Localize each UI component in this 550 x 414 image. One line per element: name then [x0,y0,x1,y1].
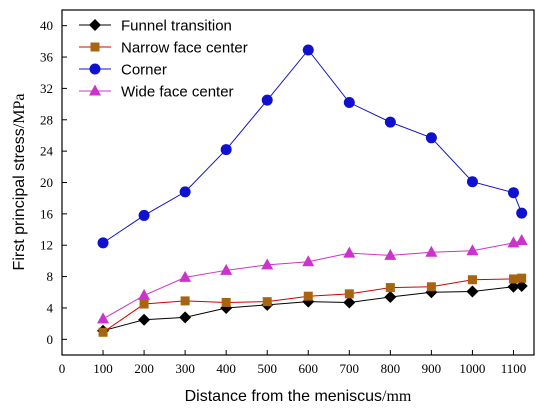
data-point [138,288,151,300]
data-point [180,296,190,306]
data-point [97,312,110,324]
y-tick-label: 20 [40,175,53,190]
series-line [102,240,522,320]
y-tick-label: 0 [47,332,54,347]
legend-item: Corner [79,62,167,79]
data-point [302,255,315,267]
legend-label: Wide face center [121,84,234,101]
data-point [179,186,191,198]
y-tick-label: 36 [40,50,54,65]
series-line [102,49,523,244]
data-point [261,258,274,270]
data-point [179,270,192,282]
data-point [466,244,479,256]
series-3 [97,234,528,324]
data-point [516,207,528,219]
data-point [384,290,397,303]
series-layer [97,44,528,337]
legend: Funnel transition Narrow face center Corne… [79,18,248,101]
y-tick-label: 12 [40,238,53,253]
x-tick-label: 1000 [459,361,485,376]
y-tick-label: 8 [47,269,54,284]
series-0 [97,280,528,337]
series-line [102,285,522,332]
data-point [139,299,149,309]
legend-marker [89,84,101,96]
x-tick-label: 900 [422,361,442,376]
data-point [220,144,232,156]
data-point [425,132,437,144]
data-point [97,237,109,249]
data-point [385,283,395,293]
data-point [508,274,518,284]
data-point [261,94,273,106]
series-line [102,277,522,333]
x-tick-label: 700 [340,361,360,376]
data-point [384,116,396,128]
x-tick-label: 800 [381,361,401,376]
legend-label: Corner [121,62,167,79]
x-tick-label: 400 [216,361,236,376]
legend-label: Funnel transition [121,18,232,35]
data-point [302,44,314,56]
x-tick-label: 0 [59,361,66,376]
x-tick-label: 100 [93,361,113,376]
data-point [344,289,354,299]
data-point [425,245,438,257]
data-point [262,297,272,307]
data-point [303,291,313,301]
y-axis-title: First principal stress/MPa [11,94,28,271]
x-tick-label: 300 [175,361,195,376]
y-tick-label: 4 [47,300,54,315]
x-tick-label: 1100 [501,361,527,376]
y-tick-label: 24 [40,144,54,159]
data-point [467,275,477,285]
x-tick-label: 200 [134,361,154,376]
legend-marker [90,42,100,52]
series-2 [97,44,528,249]
data-point [515,234,528,246]
data-point [426,282,436,292]
legend-item: Funnel transition [79,18,232,35]
data-point [138,209,150,221]
data-point [507,187,519,199]
legend-marker [89,63,101,75]
data-point [466,285,479,298]
data-point [343,97,355,109]
y-tick-label: 28 [40,112,53,127]
data-point [98,327,108,337]
data-point [179,311,192,324]
data-point [466,176,478,188]
x-tick-label: 600 [299,361,319,376]
data-point [515,280,528,292]
data-point [343,296,356,309]
data-point [517,273,527,283]
x-tick-label: 500 [257,361,277,376]
y-tick-label: 16 [40,206,54,221]
axis-ticks: 0 100 200 300 400 500 600 700 800 900 1000 1100 0 4 8 1… [40,18,526,376]
y-tick-label: 40 [40,18,53,33]
legend-item: Narrow face center [79,40,248,57]
legend-label: Narrow face center [121,40,248,57]
data-point [221,297,231,307]
legend-item: Wide face center [79,84,234,101]
data-point [384,248,397,260]
y-tick-label: 32 [40,81,53,96]
series-1 [98,273,527,337]
data-point [220,263,233,275]
x-axis-title: Distance from the meniscus/mm [185,388,412,405]
legend-marker [89,19,101,31]
data-point [507,280,520,293]
data-point [343,246,356,258]
data-point [138,313,151,326]
